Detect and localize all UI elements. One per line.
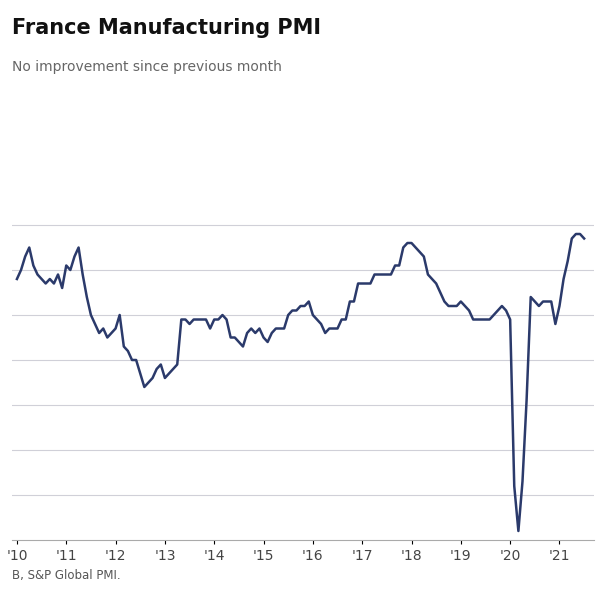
Text: B, S&P Global PMI.: B, S&P Global PMI. [12, 569, 121, 582]
Text: France Manufacturing PMI: France Manufacturing PMI [12, 18, 321, 38]
Text: No improvement since previous month: No improvement since previous month [12, 60, 282, 74]
